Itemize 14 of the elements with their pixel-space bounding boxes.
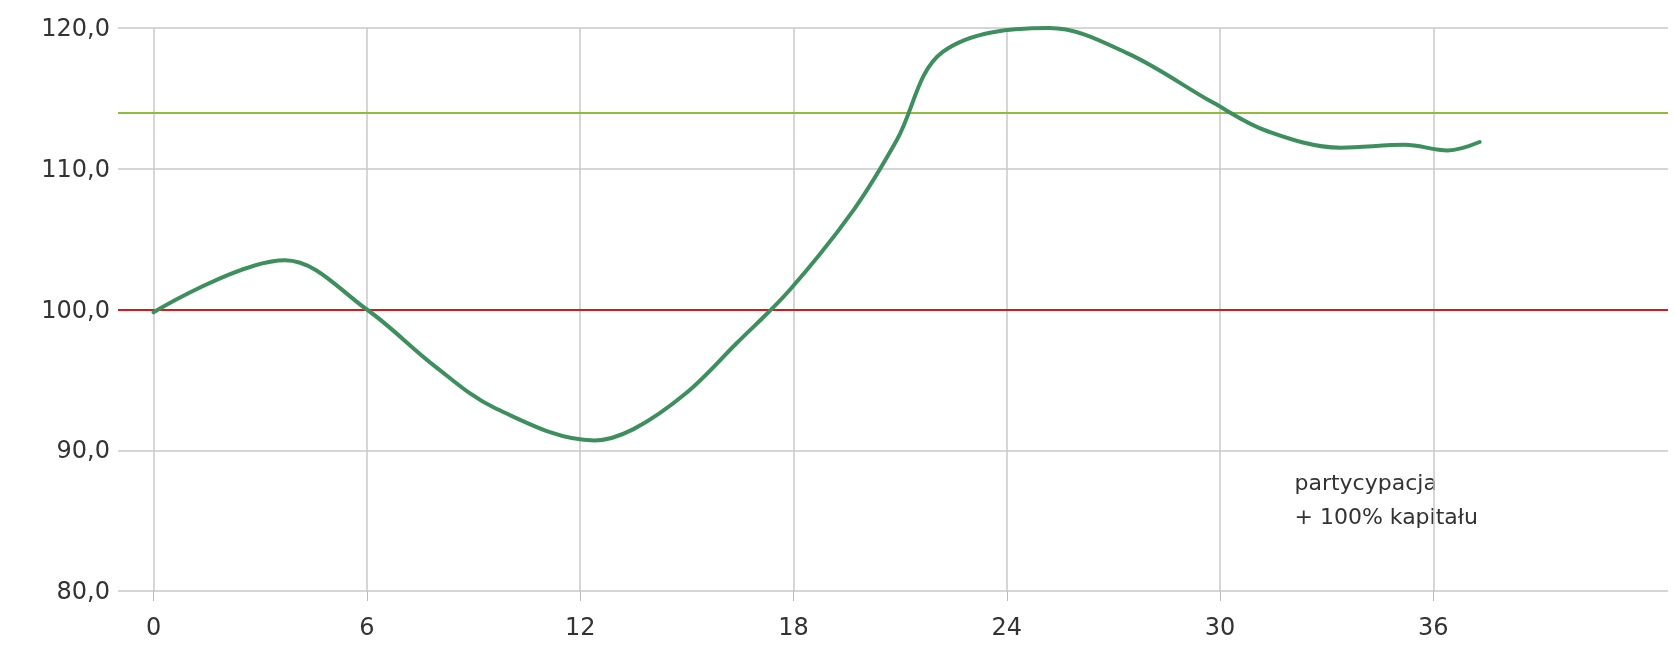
x-tick-label: 18	[778, 613, 809, 641]
y-tick-label: 100,0	[41, 295, 110, 324]
y-tick-label: 90,0	[56, 436, 110, 465]
x-tick-label: 24	[991, 613, 1023, 641]
y-tick-label: 110,0	[41, 154, 110, 183]
x-tick-label: 30	[1204, 613, 1236, 641]
x-tick-label: 6	[359, 613, 375, 641]
x-tick-label: 36	[1418, 613, 1449, 641]
x-tick-label: 12	[564, 613, 596, 641]
line-series	[151, 26, 1482, 443]
annotation: partycypacja + 100% kapitału	[1294, 469, 1478, 529]
y-tick-label: 80,0	[56, 577, 110, 605]
x-tick-label: 0	[145, 613, 162, 641]
y-tick-label: 120,0	[41, 14, 110, 42]
